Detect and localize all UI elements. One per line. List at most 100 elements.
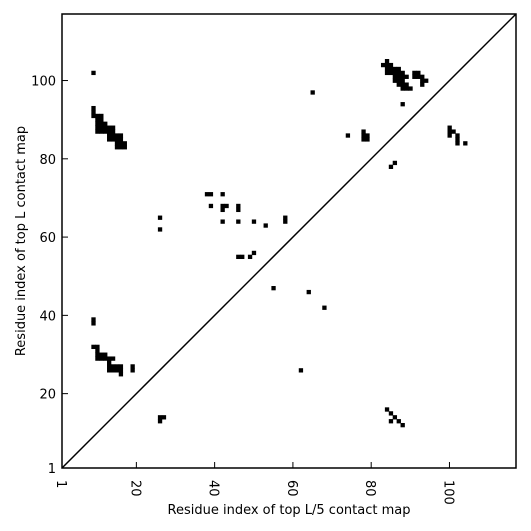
contact-point [99,356,104,361]
y-tick-label: 20 [39,388,56,403]
contact-point [99,113,104,119]
contact-point [392,78,398,83]
contact-point [95,121,100,126]
contact-point [400,78,405,83]
contact-point [110,129,116,134]
x-axis-label: Residue index of top L/5 contact map [168,503,411,518]
contact-point [114,368,120,373]
contact-point [306,289,311,295]
contact-point [103,121,108,126]
contact-point [130,364,135,369]
contact-point [114,137,120,142]
x-tick-label: 60 [284,480,299,497]
contact-point [161,415,167,420]
contact-point [240,254,245,260]
contact-point [157,415,163,420]
contact-point [283,215,288,220]
diagonal-line [61,13,517,469]
contact-point [95,352,100,357]
plot-frame [61,13,517,469]
contact-point [220,219,225,224]
contact-point [416,70,421,76]
contact-point [91,113,96,119]
points-layer [91,59,468,428]
contact-point [110,125,116,130]
contact-point [322,305,327,310]
contact-point [400,70,405,76]
contact-point [310,90,315,95]
contact-point [103,129,108,134]
contact-point [388,70,394,76]
contact-point [118,368,124,373]
contact-point [157,227,163,232]
contact-point [365,137,370,142]
contact-point [271,286,276,291]
contact-point [99,129,104,134]
contact-point [107,129,112,134]
contact-point [396,74,401,79]
contact-point [204,192,210,197]
contact-point [420,82,425,87]
contact-point [95,356,100,361]
contact-point [345,133,351,138]
x-tick-label: 100 [440,480,455,505]
contact-point [118,364,124,369]
contact-point [455,137,460,142]
contact-point [236,254,241,260]
contact-point [91,344,96,350]
contact-point [451,129,456,134]
contact-point [122,141,127,146]
x-tick-label: 40 [206,480,221,497]
contact-point [412,74,417,79]
contact-point [95,129,100,134]
contact-point [396,66,401,72]
contact-point [107,364,112,369]
contact-point [392,70,398,76]
y-tick-label: 1 [48,462,56,477]
contact-point [107,368,112,373]
contact-point [392,66,398,72]
y-tick-label: 60 [39,231,56,246]
contact-point [388,411,394,416]
contact-point [384,407,390,412]
x-tick-label: 80 [362,480,377,497]
contact-point [110,133,116,138]
contact-point [420,74,425,79]
contact-point [208,203,214,209]
contact-point [95,113,100,119]
contact-point [95,344,100,350]
contact-point [384,62,390,68]
contact-point [91,317,96,322]
y-tick-label: 40 [39,309,56,324]
contact-point [107,137,112,142]
contact-point [107,360,112,365]
contact-point [400,82,405,87]
contact-point [400,86,405,91]
contact-point [404,74,409,79]
contact-point [388,419,394,424]
contact-point [247,254,253,260]
contact-point [404,86,409,91]
contact-point [424,78,429,83]
contact-point [388,66,394,72]
contact-point [91,321,96,326]
contact-point [114,133,120,138]
contact-point [416,74,421,79]
contact-point [396,419,401,424]
contact-point [99,352,104,357]
contact-point [103,356,108,361]
contact-point [118,145,124,150]
contact-point [361,137,366,142]
contact-point [388,164,394,169]
contact-point [118,141,124,146]
contact-point [361,133,366,138]
contact-point [91,70,96,76]
contact-point [396,82,401,87]
contact-point [400,102,405,107]
contact-point [400,422,405,428]
contact-point [103,352,108,357]
contact-point [400,74,405,79]
contact-point [95,125,100,130]
contact-point [224,203,229,209]
contact-point [110,364,116,369]
